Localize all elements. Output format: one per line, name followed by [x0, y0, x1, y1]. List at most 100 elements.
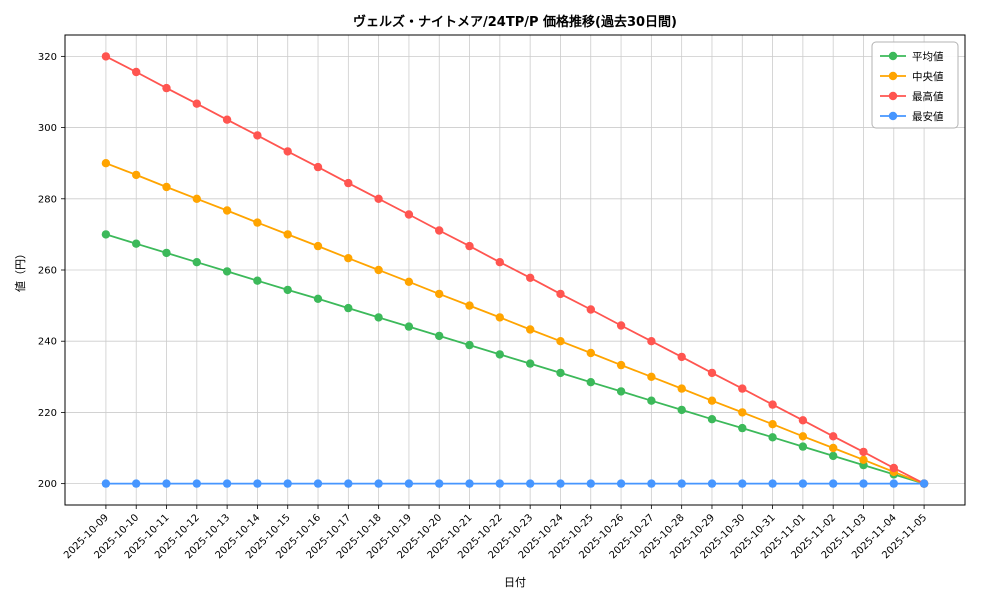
- series-average-marker: [465, 340, 474, 350]
- series-median-marker: [768, 420, 777, 429]
- legend-marker-dot-max: [888, 91, 898, 101]
- y-tick-label: 300: [38, 123, 57, 134]
- series-average: [101, 230, 929, 488]
- series-median-marker: [162, 182, 171, 192]
- series-average-marker: [677, 405, 686, 415]
- y-tick-label: 240: [38, 337, 57, 348]
- series-max-marker: [556, 289, 565, 299]
- series-average-marker: [344, 303, 353, 313]
- series-min-marker: [616, 479, 626, 488]
- series-median-marker: [798, 432, 808, 441]
- series-max-marker: [829, 432, 838, 441]
- series-min-marker: [404, 479, 414, 488]
- series-min-marker: [889, 479, 898, 488]
- series-average-marker: [374, 313, 383, 322]
- series-max-marker: [526, 273, 535, 282]
- series-min: [101, 479, 929, 488]
- series-average-marker: [586, 378, 595, 387]
- series-min-marker: [859, 479, 868, 488]
- series-min-marker: [374, 479, 383, 488]
- series-min-marker: [768, 479, 777, 488]
- series-average-marker: [556, 368, 565, 378]
- series-min-marker: [556, 479, 565, 488]
- y-tick-label: 320: [38, 52, 57, 63]
- series-min-marker: [798, 479, 808, 488]
- series-median-marker: [344, 254, 353, 263]
- series-max-marker: [435, 226, 444, 235]
- series-min-marker: [435, 479, 444, 488]
- series-median-marker: [738, 408, 747, 417]
- x-axis-label: 日付: [504, 576, 526, 589]
- series-max-marker: [768, 400, 777, 409]
- series-min-marker: [192, 479, 201, 488]
- series-max-marker: [283, 147, 292, 156]
- series-median-marker: [374, 265, 383, 275]
- series-median-marker: [616, 360, 626, 370]
- series-max-marker: [101, 52, 111, 61]
- series-average-marker: [253, 276, 262, 285]
- series-median-marker: [404, 277, 414, 286]
- series-average-marker: [283, 285, 292, 295]
- series-min-marker: [283, 479, 292, 488]
- series-average-marker: [495, 350, 504, 359]
- series-min-marker: [647, 479, 656, 488]
- series-median-marker: [465, 301, 474, 310]
- legend-label-median: 中央値: [912, 70, 944, 83]
- series-min-marker: [829, 479, 838, 488]
- series-min-marker: [465, 479, 474, 488]
- series-min-marker: [313, 479, 323, 488]
- legend-label-average: 平均値: [912, 50, 944, 63]
- series-max-marker: [798, 416, 808, 425]
- series-median-marker: [101, 159, 111, 168]
- series-median: [101, 159, 929, 488]
- series-max: [101, 52, 929, 488]
- series-max-marker: [192, 99, 201, 108]
- series-average-marker: [798, 442, 808, 451]
- series-min-marker: [677, 479, 686, 488]
- series-median-marker: [132, 170, 141, 180]
- series-average-marker: [101, 230, 111, 239]
- series-max-marker: [859, 447, 868, 457]
- series-max-line: [105, 55, 925, 485]
- legend-label-max: 最高値: [912, 90, 944, 103]
- series-average-marker: [526, 359, 535, 368]
- series-median-marker: [526, 325, 535, 334]
- series-max-marker: [132, 67, 141, 77]
- series-average-marker: [768, 433, 777, 442]
- series-min-marker: [101, 479, 111, 488]
- series-min-marker: [919, 479, 929, 488]
- series-min-marker: [738, 479, 747, 488]
- series-median-marker: [707, 396, 717, 405]
- series-max-marker: [313, 162, 323, 172]
- series-average-marker: [707, 415, 717, 424]
- series-average-line: [105, 233, 925, 485]
- series-min-marker: [707, 479, 717, 488]
- series-average-marker: [192, 258, 201, 267]
- series-average-marker: [616, 387, 626, 396]
- series-median-marker: [647, 372, 656, 381]
- legend-marker-dot-average: [888, 51, 898, 61]
- series-median-marker: [677, 384, 686, 393]
- series-median-marker: [313, 241, 323, 251]
- series-min-marker: [526, 479, 535, 488]
- series-max-marker: [738, 384, 747, 393]
- series-max-marker: [222, 115, 232, 124]
- series-average-marker: [162, 248, 171, 258]
- series-median-marker: [222, 206, 232, 215]
- legend-marker-dot-min: [888, 111, 898, 121]
- series-average-marker: [435, 331, 444, 341]
- series-min-marker: [222, 479, 232, 488]
- series-median-marker: [435, 289, 444, 299]
- series-min-marker: [162, 479, 171, 488]
- series-median-marker: [586, 348, 595, 358]
- series-average-marker: [404, 322, 414, 331]
- series-max-marker: [495, 258, 504, 267]
- series-average-marker: [738, 423, 747, 433]
- legend-label-min: 最安値: [912, 110, 944, 123]
- series-median-marker: [253, 218, 262, 227]
- series-max-marker: [253, 131, 262, 140]
- series-median-marker: [556, 337, 565, 346]
- series-min-marker: [344, 479, 353, 488]
